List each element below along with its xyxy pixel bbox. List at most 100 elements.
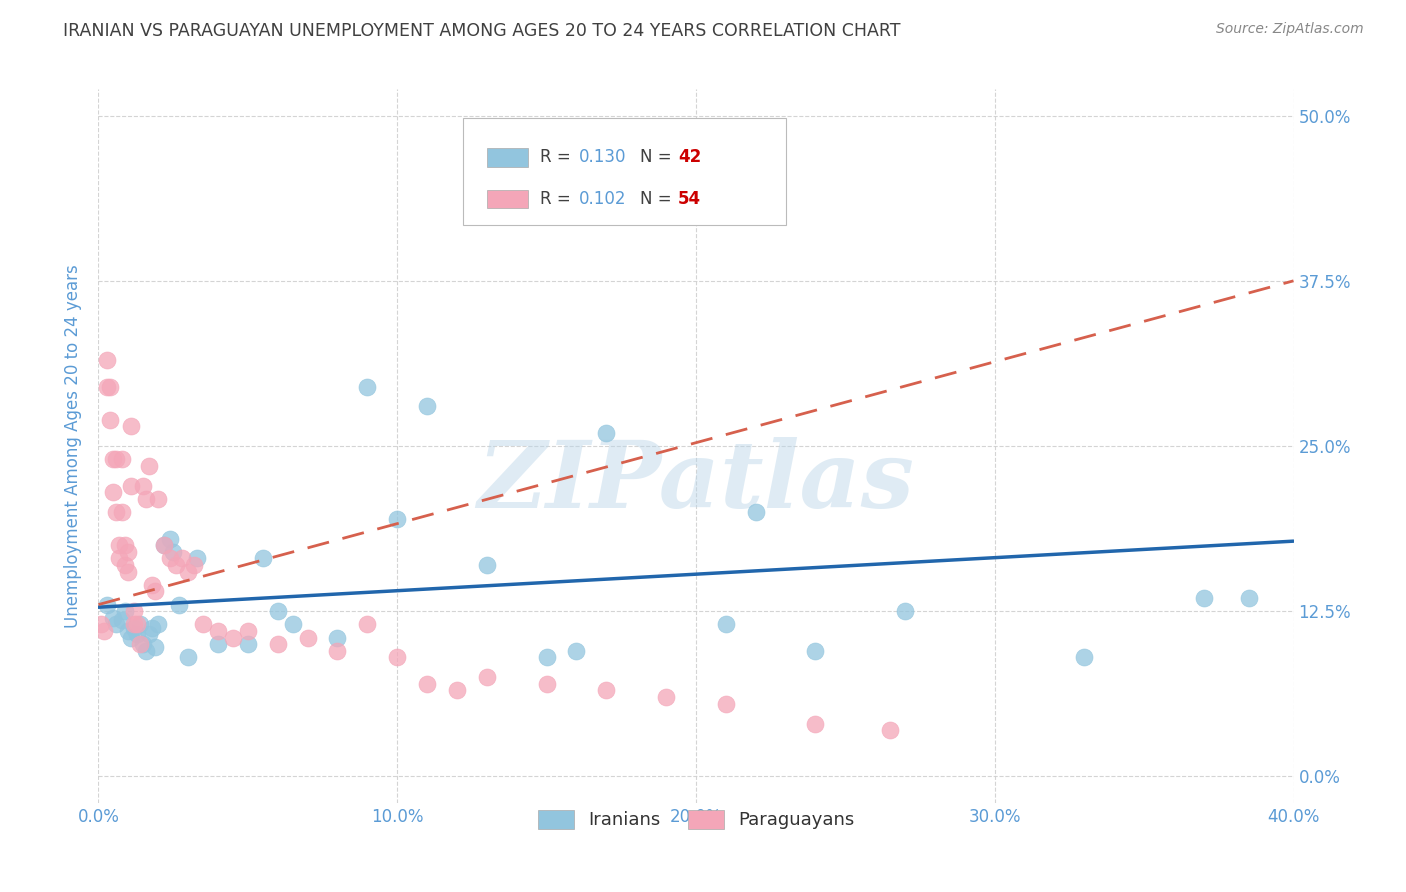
Point xyxy=(475,670,498,684)
Point xyxy=(162,545,184,559)
Point xyxy=(138,458,160,473)
Point xyxy=(117,565,139,579)
Point xyxy=(804,716,827,731)
Point xyxy=(111,452,134,467)
Text: R =: R = xyxy=(540,190,576,208)
Point xyxy=(167,598,190,612)
Text: R =: R = xyxy=(540,148,576,166)
Point xyxy=(129,637,152,651)
Point xyxy=(595,425,617,440)
Point xyxy=(165,558,187,572)
Point xyxy=(385,511,409,525)
Y-axis label: Unemployment Among Ages 20 to 24 years: Unemployment Among Ages 20 to 24 years xyxy=(65,264,83,628)
Point xyxy=(183,558,205,572)
Point xyxy=(714,697,737,711)
Text: N =: N = xyxy=(640,190,676,208)
Point xyxy=(111,505,134,519)
Point xyxy=(207,624,229,638)
Point xyxy=(894,604,917,618)
Point xyxy=(177,565,200,579)
Point xyxy=(98,412,122,426)
Point xyxy=(595,683,617,698)
Point xyxy=(879,723,901,738)
Point xyxy=(207,637,229,651)
Point xyxy=(326,631,349,645)
Point xyxy=(120,631,142,645)
Point xyxy=(172,551,194,566)
Point xyxy=(103,611,125,625)
Point xyxy=(446,683,468,698)
Point xyxy=(191,617,214,632)
Point xyxy=(141,578,163,592)
Point xyxy=(565,644,588,658)
Point xyxy=(177,650,200,665)
Text: 42: 42 xyxy=(678,148,702,166)
Point xyxy=(108,551,131,566)
Point xyxy=(148,617,170,632)
Point xyxy=(135,644,157,658)
Point xyxy=(267,637,290,651)
Point xyxy=(127,626,149,640)
Point xyxy=(108,538,131,552)
Point xyxy=(103,452,125,467)
Point xyxy=(252,551,274,566)
Point xyxy=(90,617,112,632)
Text: 0.130: 0.130 xyxy=(579,148,626,166)
Point xyxy=(714,617,737,632)
Point xyxy=(103,485,125,500)
Point xyxy=(267,604,290,618)
Point xyxy=(222,631,245,645)
Point xyxy=(96,353,118,368)
Text: 0.102: 0.102 xyxy=(579,190,626,208)
Point xyxy=(326,644,349,658)
Point xyxy=(1192,591,1215,605)
Point xyxy=(141,621,163,635)
Point xyxy=(111,614,134,628)
Point xyxy=(98,379,122,393)
FancyBboxPatch shape xyxy=(486,190,529,209)
Point xyxy=(143,584,166,599)
Point xyxy=(114,558,136,572)
Point xyxy=(114,604,136,618)
Text: Source: ZipAtlas.com: Source: ZipAtlas.com xyxy=(1216,22,1364,37)
Point xyxy=(236,637,259,651)
Point xyxy=(117,624,139,638)
Text: ZIPatlas: ZIPatlas xyxy=(478,437,914,526)
Point xyxy=(117,545,139,559)
Point xyxy=(93,624,115,638)
Point xyxy=(236,624,259,638)
Point xyxy=(186,551,208,566)
Point xyxy=(356,617,378,632)
Point xyxy=(105,452,128,467)
Point xyxy=(148,491,170,506)
Point xyxy=(536,677,558,691)
Point xyxy=(120,419,142,434)
Point xyxy=(120,478,142,492)
Point xyxy=(124,621,146,635)
Point xyxy=(804,644,827,658)
Point xyxy=(356,379,378,393)
Text: 54: 54 xyxy=(678,190,702,208)
Point xyxy=(385,650,409,665)
Point xyxy=(96,379,118,393)
Point xyxy=(124,617,146,632)
Point xyxy=(745,505,768,519)
Text: IRANIAN VS PARAGUAYAN UNEMPLOYMENT AMONG AGES 20 TO 24 YEARS CORRELATION CHART: IRANIAN VS PARAGUAYAN UNEMPLOYMENT AMONG… xyxy=(63,22,901,40)
Point xyxy=(105,505,128,519)
Point xyxy=(96,598,118,612)
Point xyxy=(159,532,181,546)
Point xyxy=(114,538,136,552)
Point xyxy=(143,640,166,654)
Point xyxy=(1237,591,1260,605)
Point xyxy=(536,650,558,665)
Legend: Iranians, Paraguayans: Iranians, Paraguayans xyxy=(530,803,862,837)
FancyBboxPatch shape xyxy=(463,118,786,225)
Point xyxy=(124,604,146,618)
Point xyxy=(127,617,149,632)
Point xyxy=(297,631,319,645)
Point xyxy=(138,626,160,640)
Point xyxy=(416,677,439,691)
Point xyxy=(475,558,498,572)
Point xyxy=(281,617,304,632)
Point xyxy=(132,478,155,492)
